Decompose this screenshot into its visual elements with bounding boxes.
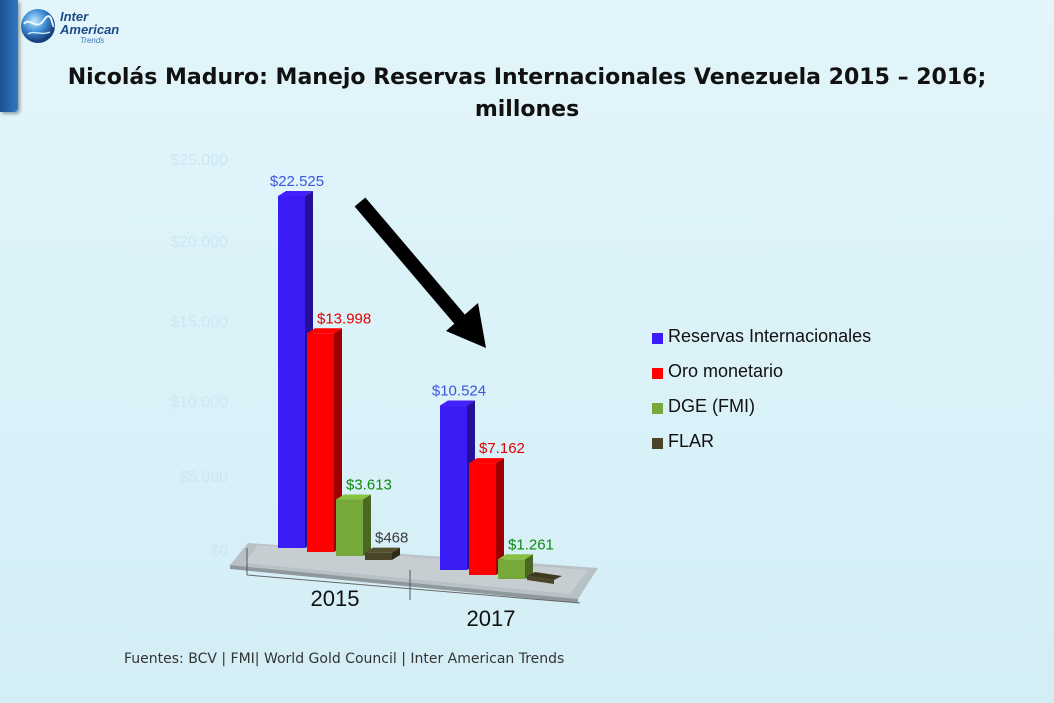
bar-top	[336, 494, 371, 500]
y-tick-label: $5.000	[179, 469, 228, 486]
bar	[469, 463, 496, 575]
x-tick-label: 2017	[467, 606, 516, 631]
bar-side	[363, 494, 371, 556]
bar	[278, 196, 305, 548]
bar	[307, 333, 334, 552]
logo-text-inter: Inter	[60, 9, 89, 24]
y-tick-label: $15.000	[170, 314, 228, 331]
logo: Inter American Trends	[18, 6, 128, 46]
bar-side	[392, 547, 400, 560]
bar-top	[527, 572, 562, 580]
data-label: $1.261	[508, 536, 554, 553]
source-note: Fuentes: BCV | FMI| World Gold Council |…	[124, 651, 565, 667]
globe-icon	[21, 9, 55, 43]
bar-side	[496, 458, 504, 575]
logo-text-american: American	[60, 22, 120, 37]
bar	[336, 499, 363, 556]
legend-swatch	[652, 403, 663, 414]
data-label: $468	[375, 530, 408, 547]
legend-swatch	[652, 333, 663, 344]
data-label: $3.613	[346, 477, 392, 494]
y-tick-label: $25.000	[170, 152, 228, 169]
bar-side	[334, 328, 342, 552]
bar-top	[498, 554, 533, 560]
y-tick-label: $10.000	[170, 394, 228, 411]
legend-label: Oro monetario	[668, 361, 784, 381]
x-axis-line	[246, 574, 581, 604]
data-label: $10.524	[432, 383, 486, 400]
logo-text-trends: Trends	[80, 36, 105, 45]
slide-left-accent	[0, 0, 18, 112]
data-label: $13.998	[317, 310, 371, 327]
y-tick-label: $20.000	[170, 234, 228, 251]
bar-side	[525, 554, 533, 579]
chart-floor-top	[244, 545, 588, 594]
bar	[527, 576, 554, 584]
chart-title-line1: Nicolás Maduro: Manejo Reservas Internac…	[67, 65, 987, 90]
trend-arrow-shaft	[354, 197, 468, 327]
data-label: $7.162	[479, 440, 525, 457]
legend-swatch	[652, 368, 663, 379]
bar	[365, 552, 392, 560]
bar	[440, 405, 467, 570]
bar-top	[307, 328, 342, 334]
chart-floor-edge	[230, 565, 578, 603]
bar-top	[365, 547, 400, 553]
legend-label: DGE (FMI)	[668, 396, 755, 416]
chart-title: Nicolás Maduro: Manejo Reservas Internac…	[0, 62, 1054, 126]
bar-top	[440, 400, 475, 406]
trend-arrow-head	[446, 303, 486, 348]
x-tick-label: 2015	[311, 586, 360, 611]
legend-label: FLAR	[668, 431, 715, 451]
bar	[498, 559, 525, 579]
bar-top	[278, 191, 313, 196]
data-label: $22.525	[270, 173, 324, 190]
chart-title-line2: millones	[474, 97, 580, 122]
legend-label: Reservas Internacionales	[668, 326, 872, 346]
y-tick-label: $0	[210, 543, 228, 560]
legend-swatch	[652, 438, 663, 449]
bar-top	[469, 458, 504, 464]
